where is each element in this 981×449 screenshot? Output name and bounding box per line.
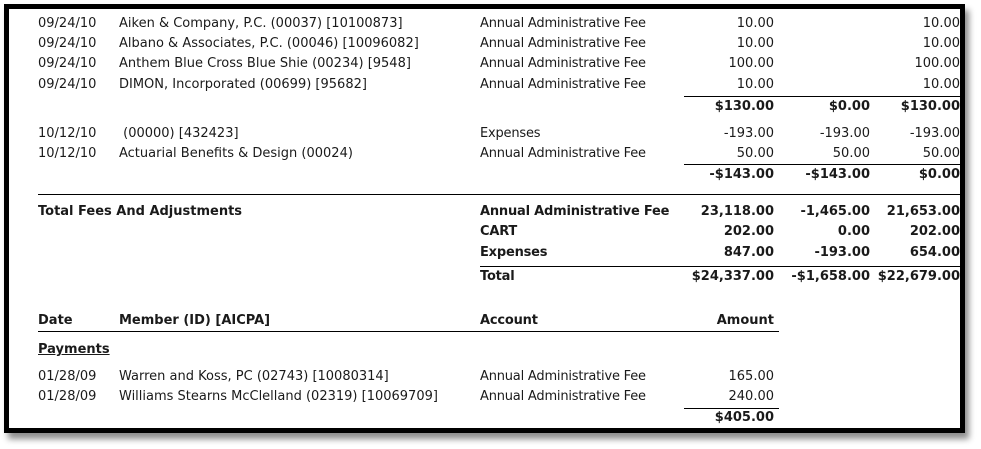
totals-value-3: 202.00 [909, 224, 960, 239]
row-member: Warren and Koss, PC (02743) [10080314] [119, 369, 389, 384]
row-date: 10/12/10 [38, 146, 97, 161]
row-member: Aiken & Company, P.C. (00037) [10100873] [119, 16, 403, 31]
row-account: Annual Administrative Fee [480, 389, 646, 404]
totals-value-3: 21,653.00 [886, 204, 960, 219]
totals-account: CART [480, 224, 518, 239]
row-member: DIMON, Incorporated (00699) [95682] [119, 77, 367, 92]
row-date: 01/28/09 [38, 389, 97, 404]
payments-total: $405.00 [714, 410, 774, 425]
row-date: 01/28/09 [38, 369, 97, 384]
row-account: Annual Administrative Fee [480, 36, 646, 51]
totals-account: Expenses [480, 245, 548, 260]
row-member: Albano & Associates, P.C. (00046) [10096… [119, 36, 419, 51]
payments-total-rule [684, 408, 779, 409]
row-value-3: 10.00 [922, 36, 960, 51]
totals-value-1: 23,118.00 [700, 204, 774, 219]
totals-account: Annual Administrative Fee [480, 204, 670, 219]
totals-value-1: 847.00 [723, 245, 774, 260]
row-member: Williams Stearns McClelland (02319) [100… [119, 389, 438, 404]
row-amount: 165.00 [728, 369, 775, 384]
subtotal-rule [684, 164, 960, 165]
grand-total-value-1: $24,337.00 [691, 269, 774, 284]
row-value-2: -193.00 [819, 126, 870, 141]
row-value-2: 50.00 [832, 146, 870, 161]
row-value-1: 100.00 [728, 56, 775, 71]
grand-total-value-3: $22,679.00 [877, 269, 960, 284]
row-account: Expenses [480, 126, 541, 141]
subtotal-value-1: $130.00 [714, 99, 774, 114]
row-value-1: -193.00 [723, 126, 774, 141]
row-amount: 240.00 [728, 389, 775, 404]
row-member: Actuarial Benefits & Design (00024) [119, 146, 353, 161]
row-value-3: 50.00 [922, 146, 960, 161]
totals-value-2: -1,465.00 [800, 204, 870, 219]
row-account: Annual Administrative Fee [480, 16, 646, 31]
row-date: 09/24/10 [38, 16, 97, 31]
header-amount: Amount [716, 313, 774, 328]
totals-value-2: -193.00 [814, 245, 870, 260]
row-value-1: 50.00 [736, 146, 774, 161]
section-divider [38, 194, 960, 195]
grand-total-value-2: -$1,658.00 [791, 269, 870, 284]
grand-total-rule [480, 266, 960, 267]
totals-value-3: 654.00 [909, 245, 960, 260]
subtotal-value-1: -$143.00 [709, 167, 774, 182]
row-date: 10/12/10 [38, 126, 97, 141]
row-value-1: 10.00 [736, 77, 774, 92]
subtotal-value-2: -$143.00 [805, 167, 870, 182]
section-label-payments: Payments [38, 342, 110, 357]
grand-total-label: Total [480, 269, 515, 284]
row-member: Anthem Blue Cross Blue Shie (00234) [954… [119, 56, 411, 71]
header-rule [38, 331, 779, 332]
subtotal-value-3: $0.00 [918, 167, 960, 182]
row-value-3: -193.00 [909, 126, 960, 141]
subtotal-value-3: $130.00 [900, 99, 960, 114]
row-date: 09/24/10 [38, 77, 97, 92]
row-account: Annual Administrative Fee [480, 146, 646, 161]
subtotal-value-2: $0.00 [828, 99, 870, 114]
totals-heading: Total Fees And Adjustments [38, 204, 243, 219]
row-account: Annual Administrative Fee [480, 77, 646, 92]
row-value-3: 10.00 [922, 77, 960, 92]
row-account: Annual Administrative Fee [480, 56, 646, 71]
subtotal-rule [684, 96, 960, 97]
totals-value-1: 202.00 [723, 224, 774, 239]
row-value-3: 10.00 [922, 16, 960, 31]
row-value-1: 10.00 [736, 16, 774, 31]
totals-value-2: 0.00 [837, 224, 870, 239]
header-member: Member (ID) [AICPA] [119, 313, 271, 328]
header-account: Account [480, 313, 538, 328]
row-value-3: 100.00 [914, 56, 961, 71]
row-account: Annual Administrative Fee [480, 369, 646, 384]
row-date: 09/24/10 [38, 56, 97, 71]
row-value-1: 10.00 [736, 36, 774, 51]
report-frame: 09/24/10 Aiken & Company, P.C. (00037) [… [4, 4, 965, 433]
header-date: Date [38, 313, 73, 328]
row-date: 09/24/10 [38, 36, 97, 51]
row-member: (00000) [432423] [119, 126, 239, 141]
